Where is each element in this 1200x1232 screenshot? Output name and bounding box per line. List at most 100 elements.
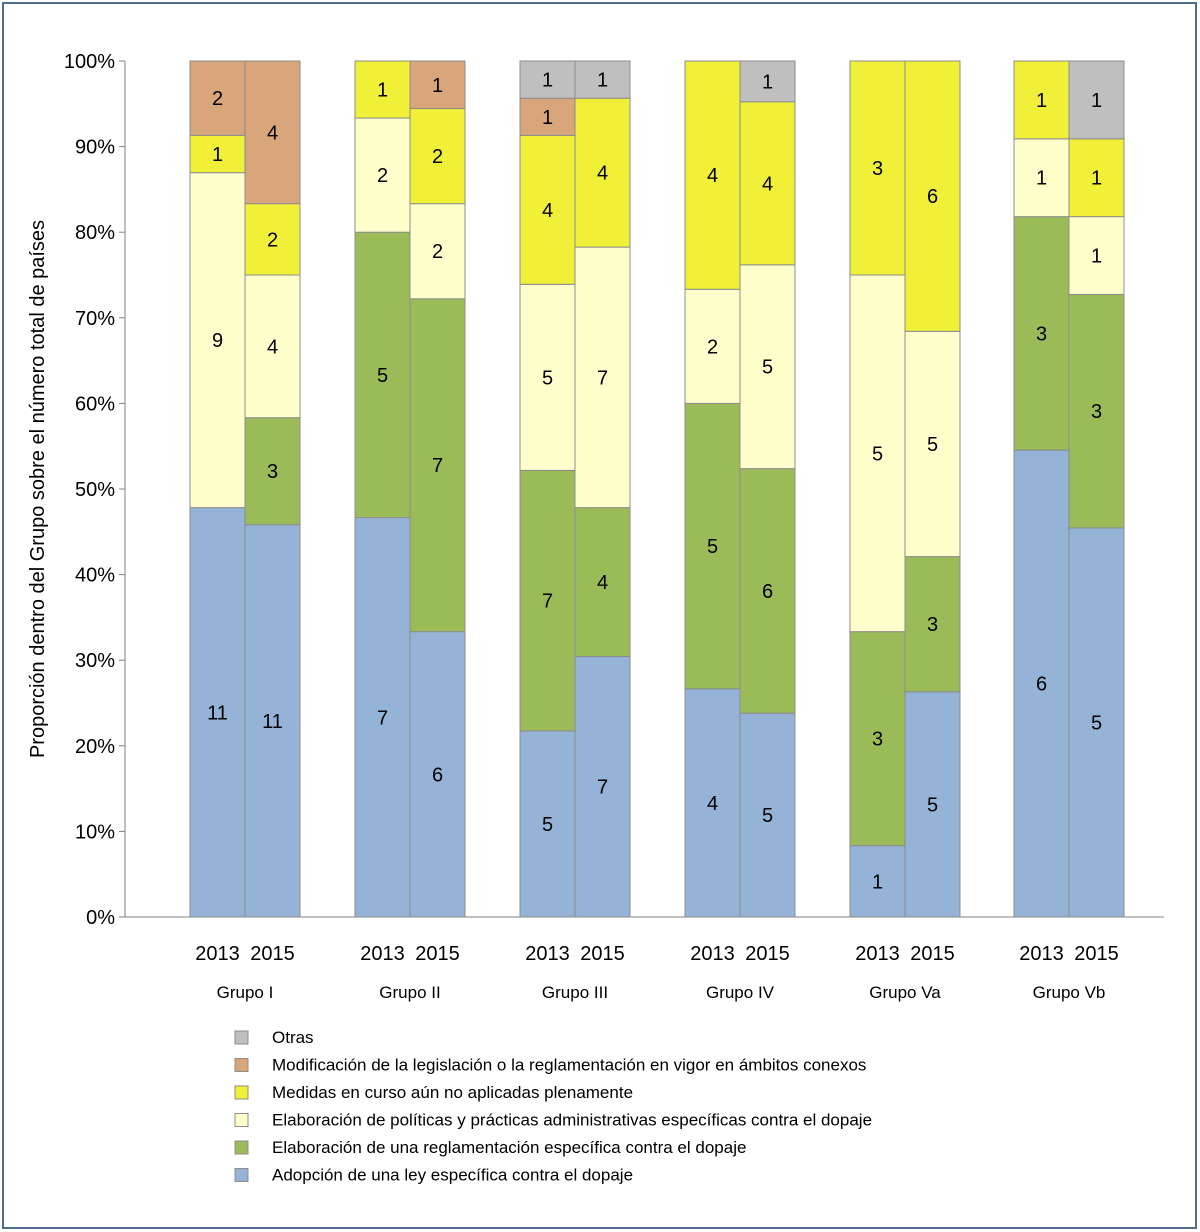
bar-segment: [354, 517, 411, 918]
bar-segment: [1068, 527, 1125, 918]
data-label: 4: [707, 165, 718, 187]
bar-segment: [739, 468, 796, 714]
bar-segment: [904, 691, 961, 918]
data-label: 5: [762, 805, 773, 827]
year-label: 2013: [525, 943, 570, 965]
bar-segment: [1013, 216, 1070, 451]
data-label: 6: [1036, 674, 1047, 696]
data-label: 4: [597, 572, 608, 594]
bars: 1191211342475216722157541174741452456541…: [189, 60, 1125, 918]
bar-segment: [574, 60, 631, 99]
year-label: 2015: [250, 943, 295, 965]
y-axis: 0% 10% 20% 30% 40% 50% 60% 70% 80% 90% 100%: [64, 51, 1164, 929]
data-label: 1: [542, 107, 553, 129]
legend-label: Elaboración de una reglamentación especí…: [272, 1138, 746, 1157]
data-label: 3: [927, 614, 938, 636]
bar-segment: [189, 507, 246, 918]
legend: Otras Modificación de la legislación o la…: [234, 1028, 872, 1185]
data-label: 5: [927, 434, 938, 456]
data-label: 3: [267, 461, 278, 483]
bar-segment: [574, 655, 631, 918]
bar-segment: [409, 203, 466, 300]
legend-label: Medidas en curso aún no aplicadas plenam…: [272, 1083, 633, 1102]
data-label: 3: [872, 158, 883, 180]
data-label: 4: [597, 163, 608, 185]
bar-segment: [739, 60, 796, 103]
year-label: 2013: [360, 943, 405, 965]
y-tick-label: 100%: [64, 51, 115, 73]
group-label: Grupo Vb: [1033, 983, 1106, 1002]
data-label: 2: [432, 241, 443, 263]
data-label: 1: [762, 71, 773, 93]
y-tick-label: 10%: [75, 821, 115, 843]
data-label: 6: [927, 186, 938, 208]
data-label: 2: [707, 336, 718, 358]
bar-segment: [189, 172, 246, 509]
group-label: Grupo I: [217, 983, 274, 1002]
bar-segment: [1013, 60, 1070, 140]
bar-segment: [244, 417, 301, 526]
y-axis-title-group: Proporción dentro del Grupo sobre el núm…: [27, 220, 49, 758]
year-label: 2013: [195, 943, 240, 965]
bar-segment: [1068, 216, 1125, 295]
year-label: 2013: [1019, 943, 1064, 965]
bar-segment: [244, 203, 301, 276]
data-label: 2: [432, 146, 443, 168]
group-label: Grupo Va: [869, 983, 941, 1002]
chart: Proporción dentro del Grupo sobre el núm…: [27, 51, 1164, 1185]
data-label: 5: [927, 794, 938, 816]
bar-segment: [409, 298, 466, 633]
bar-segment: [409, 60, 466, 110]
data-label: 11: [262, 711, 283, 733]
group-label: Grupo IV: [706, 983, 775, 1002]
year-label: 2013: [690, 943, 735, 965]
data-label: 5: [542, 367, 553, 389]
legend-label: Modificación de la legislación o la regl…: [272, 1056, 866, 1075]
bar-segment: [519, 60, 576, 99]
data-label: 1: [1036, 90, 1047, 112]
bar-segment: [189, 134, 246, 174]
data-label: 4: [542, 200, 553, 222]
bar-segment: [849, 60, 906, 276]
legend-swatch: [234, 1030, 249, 1045]
legend-swatch: [234, 1058, 249, 1072]
data-label: 6: [432, 764, 443, 786]
data-label: 1: [872, 871, 883, 893]
legend-label: Otras: [272, 1028, 314, 1047]
y-tick-label: 20%: [75, 736, 115, 758]
data-label: 7: [377, 707, 388, 729]
data-label: 3: [872, 729, 883, 751]
data-label: 5: [707, 536, 718, 558]
data-label: 7: [597, 367, 608, 389]
group-label: Grupo III: [542, 983, 608, 1002]
bar-segment: [519, 469, 576, 732]
legend-swatch: [234, 1085, 249, 1100]
bar-segment: [244, 524, 301, 918]
y-axis-title: Proporción dentro del Grupo sobre el núm…: [27, 220, 49, 758]
bar-segment: [244, 274, 301, 419]
data-label: 2: [377, 165, 388, 187]
year-label: 2015: [580, 943, 625, 965]
data-label: 4: [762, 173, 773, 195]
data-label: 4: [707, 793, 718, 815]
data-label: 7: [597, 777, 608, 799]
group-label: Grupo II: [379, 983, 440, 1002]
data-label: 7: [542, 591, 553, 613]
bar-segment: [1013, 138, 1070, 218]
bar-segment: [849, 274, 906, 633]
data-label: 9: [212, 330, 223, 352]
y-tick-label: 40%: [75, 565, 115, 587]
data-label: 1: [1036, 168, 1047, 190]
data-label: 1: [212, 144, 223, 166]
bar-segment: [739, 101, 796, 266]
y-tick-label: 70%: [75, 308, 115, 330]
y-tick-label: 50%: [75, 479, 115, 501]
data-label: 1: [377, 80, 388, 102]
data-label: 3: [1091, 401, 1102, 423]
bar-segment: [574, 97, 631, 248]
year-label: 2013: [855, 943, 900, 965]
y-tick-label: 0%: [86, 907, 115, 929]
bar-segment: [1068, 138, 1125, 218]
y-tick-label: 60%: [75, 393, 115, 415]
data-label: 6: [762, 581, 773, 603]
